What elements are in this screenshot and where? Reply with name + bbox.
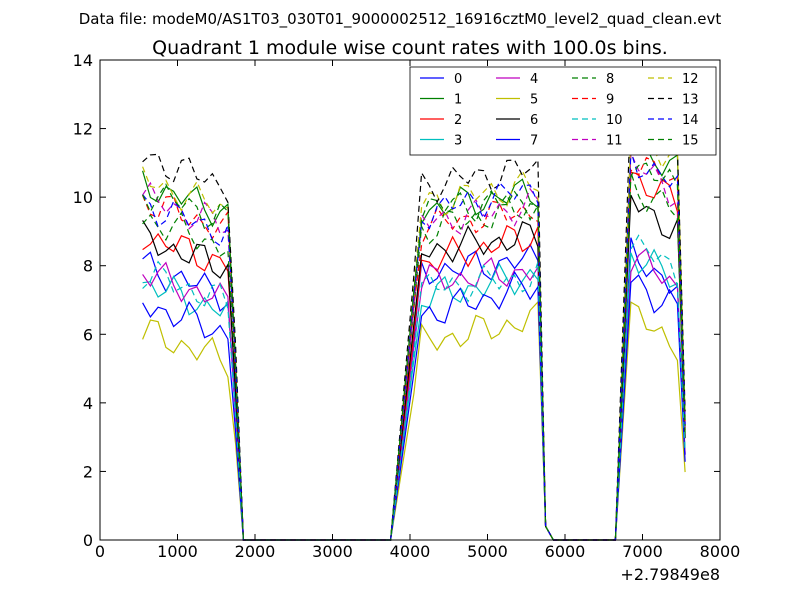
legend-box [409, 66, 717, 156]
x-tick-label-3000: 3000 [312, 542, 353, 561]
legend-label-4: 4 [530, 72, 538, 87]
x-tick-label-6000: 6000 [545, 542, 586, 561]
axis-ticks: 0 1000 2000 3000 4000 5000 6000 7000 80000246810… [73, 51, 741, 561]
x-tick-label-4000: 4000 [390, 542, 431, 561]
legend-label-0: 0 [454, 72, 462, 87]
legend-label-11: 11 [606, 134, 623, 149]
legend-label-2: 2 [454, 113, 462, 128]
y-tick-label-10: 10 [73, 188, 93, 207]
legend-label-3: 3 [454, 134, 462, 149]
y-tick-label-12: 12 [73, 120, 93, 139]
y-tick-label-6: 6 [83, 325, 93, 344]
legend-label-7: 7 [530, 134, 538, 149]
legend-label-9: 9 [606, 93, 614, 108]
legend-label-8: 8 [606, 72, 614, 87]
x-tick-label-1000: 1000 [157, 542, 198, 561]
chart-title: Quadrant 1 module wise count rates with … [152, 37, 668, 59]
y-tick-label-4: 4 [83, 394, 93, 413]
plot-frame [99, 59, 721, 541]
x-tick-label-2000: 2000 [235, 542, 276, 561]
x-tick-label-0: 0 [95, 542, 105, 561]
legend-label-6: 6 [530, 113, 538, 128]
y-tick-label-8: 8 [83, 257, 93, 276]
legend-label-10: 10 [606, 113, 623, 128]
legend-label-13: 13 [682, 93, 699, 108]
legend-label-14: 14 [682, 113, 699, 128]
legend-label-15: 15 [682, 134, 699, 149]
y-tick-label-2: 2 [83, 462, 93, 481]
x-tick-label-8000: 8000 [700, 542, 741, 561]
x-tick-label-5000: 5000 [467, 542, 508, 561]
legend-label-5: 5 [530, 93, 538, 108]
y-tick-label-14: 14 [73, 51, 93, 70]
y-tick-label-0: 0 [83, 531, 93, 550]
chart-suptitle: Data file: modeM0/AS1T03_030T01_90000025… [79, 10, 722, 29]
legend-label-1: 1 [454, 93, 462, 108]
legend-label-12: 12 [682, 72, 699, 87]
x-offset-label: +2.79849e8 [620, 565, 720, 584]
x-tick-label-7000: 7000 [622, 542, 663, 561]
